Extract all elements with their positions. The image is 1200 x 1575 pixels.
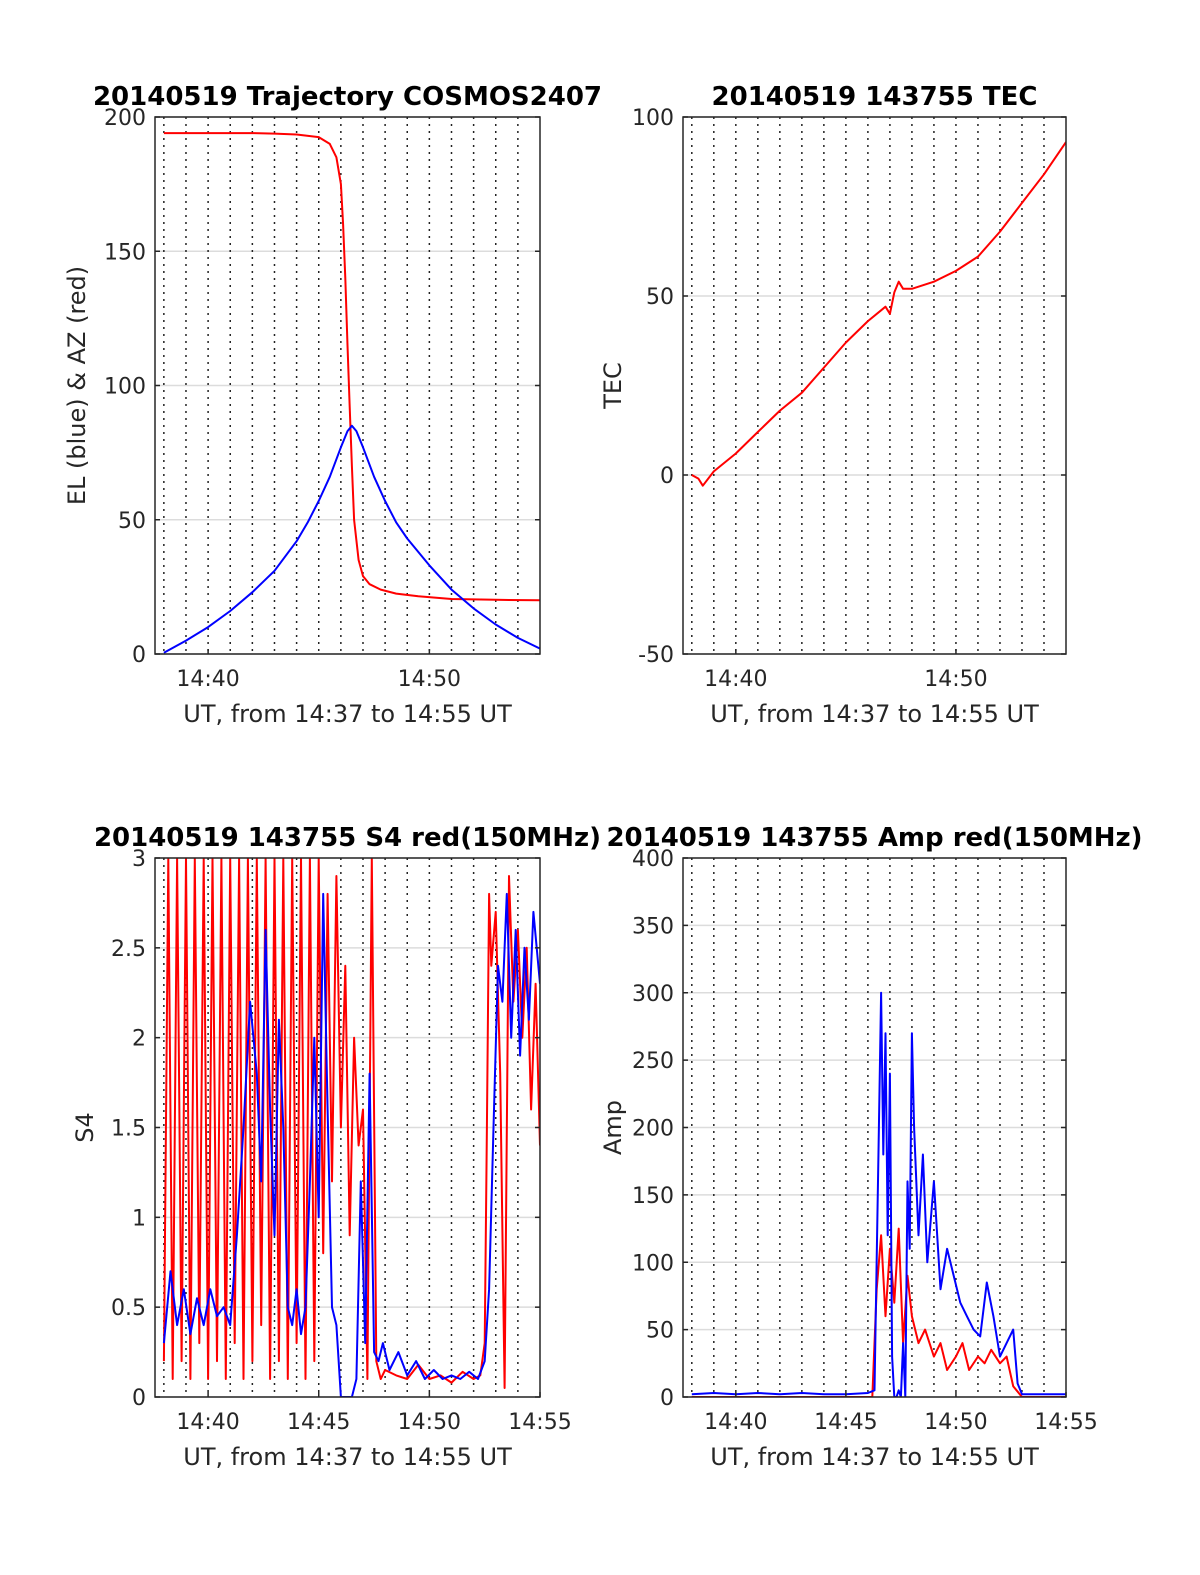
y-tick-label: 250 xyxy=(632,1049,674,1074)
x-axis-label: UT, from 14:37 to 14:55 UT xyxy=(710,700,1039,728)
y-tick-label: 400 xyxy=(632,847,674,872)
chart-panel-3: 0 0.5 1 1.5 2 2.5 3 14:40 14:45 14:50 14:55 2014051… xyxy=(71,823,601,1471)
y-tick-label: 0 xyxy=(132,643,146,668)
y-tick-label: 2.5 xyxy=(111,937,146,962)
series-line-2 xyxy=(691,991,1066,1397)
chart-panel-4: 0 50 100 150 200 250 300 350 400 14:40 14:45 14:50 1… xyxy=(599,823,1143,1471)
y-tick-label: 50 xyxy=(646,285,674,310)
y-axis-label: TEC xyxy=(599,362,627,410)
y-tick-label: 50 xyxy=(118,509,146,534)
series-line-1 xyxy=(691,1227,1066,1397)
series-line-1 xyxy=(163,132,540,602)
series-line-1 xyxy=(691,141,1066,487)
x-axis-label: UT, from 14:37 to 14:55 UT xyxy=(710,1443,1039,1471)
y-tick-label: 150 xyxy=(632,1184,674,1209)
series-line-2 xyxy=(163,424,540,654)
chart-panel-2: -50 0 50 100 14:40 14:50 20140519 143755 TEC UT… xyxy=(599,82,1067,728)
x-tick-label: 14:50 xyxy=(924,667,987,692)
x-tick-label: 14:40 xyxy=(176,667,239,692)
x-tick-label: 14:50 xyxy=(398,667,461,692)
y-axis-label: S4 xyxy=(71,1112,99,1143)
y-tick-label: -50 xyxy=(638,643,674,668)
chart-title: 20140519 Trajectory COSMOS2407 xyxy=(93,82,602,112)
x-tick-label: 14:50 xyxy=(924,1410,987,1435)
y-tick-label: 0 xyxy=(660,464,674,489)
y-tick-label: 0 xyxy=(132,1386,146,1411)
x-axis-label: UT, from 14:37 to 14:55 UT xyxy=(183,700,512,728)
chart-title: 20140519 143755 TEC xyxy=(712,82,1038,112)
x-tick-label: 14:45 xyxy=(814,1410,877,1435)
y-tick-label: 200 xyxy=(632,1117,674,1142)
y-tick-label: 3 xyxy=(132,847,146,872)
y-axis-label: Amp xyxy=(599,1100,627,1155)
x-tick-label: 14:40 xyxy=(704,667,767,692)
axes-box xyxy=(682,116,1067,655)
y-tick-label: 50 xyxy=(646,1319,674,1344)
y-tick-label: 100 xyxy=(104,375,146,400)
y-tick-label: 300 xyxy=(632,982,674,1007)
y-tick-label: 350 xyxy=(632,914,674,939)
y-tick-label: 200 xyxy=(104,106,146,131)
chart-title: 20140519 143755 Amp red(150MHz) xyxy=(606,823,1142,853)
x-tick-label: 14:40 xyxy=(704,1410,767,1435)
x-axis-label: UT, from 14:37 to 14:55 UT xyxy=(183,1443,512,1471)
series-line-1 xyxy=(162,858,540,1389)
y-axis-label: EL (blue) & AZ (red) xyxy=(63,266,91,505)
y-tick-label: 2 xyxy=(132,1027,146,1052)
x-tick-label: 14:55 xyxy=(1034,1410,1097,1435)
y-tick-label: 0 xyxy=(660,1386,674,1411)
y-tick-label: 1.5 xyxy=(111,1117,146,1142)
chart-title: 20140519 143755 S4 red(150MHz) xyxy=(94,823,601,853)
y-tick-label: 1 xyxy=(132,1206,146,1231)
y-tick-label: 0.5 xyxy=(111,1296,146,1321)
y-tick-label: 100 xyxy=(632,1251,674,1276)
x-tick-label: 14:50 xyxy=(398,1410,461,1435)
x-tick-label: 14:40 xyxy=(176,1410,239,1435)
x-tick-label: 14:55 xyxy=(508,1410,571,1435)
chart-panel-1: 0 50 100 150 200 14:40 14:50 20140519 Trajector… xyxy=(63,82,602,728)
y-tick-label: 100 xyxy=(632,106,674,131)
series-line-2 xyxy=(162,892,540,1397)
y-tick-label: 150 xyxy=(104,240,146,265)
x-tick-label: 14:45 xyxy=(287,1410,350,1435)
